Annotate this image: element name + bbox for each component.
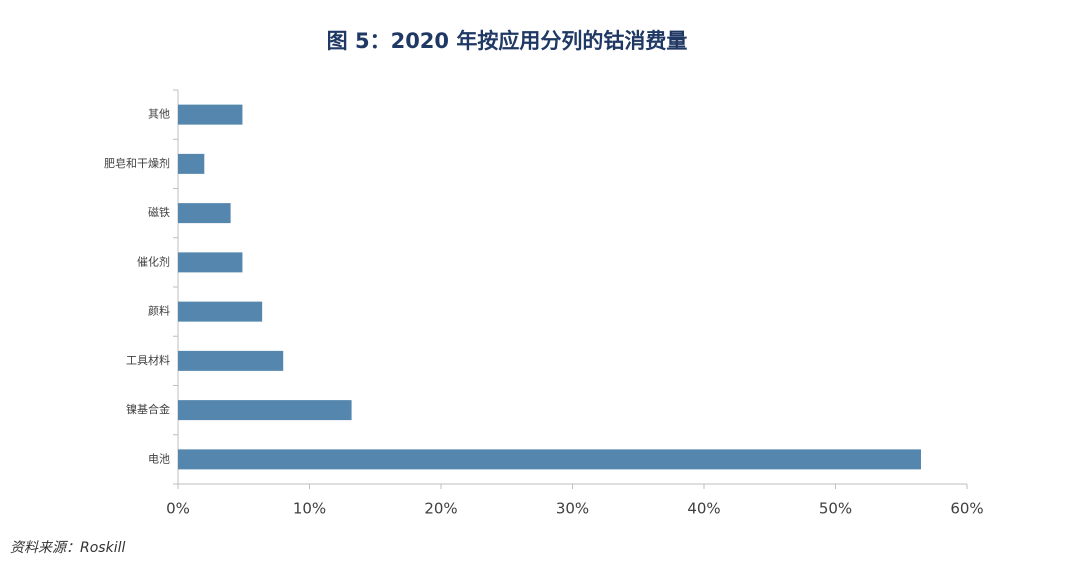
x-tick-label: 30% — [556, 500, 589, 518]
y-tick-label: 肥皂和干燥剂 — [104, 156, 170, 170]
chart-title: 图 5：2020 年按应用分列的钴消费量 — [327, 29, 688, 53]
y-tick-label: 其他 — [148, 108, 170, 121]
source-note: 资料来源：Roskill — [10, 540, 125, 556]
y-tick-label: 颜料 — [148, 304, 170, 318]
y-tick-label: 电池 — [148, 452, 170, 465]
y-tick-label: 磁铁 — [148, 206, 170, 219]
x-tick-label: 20% — [424, 500, 457, 518]
bar — [178, 252, 243, 273]
bar — [178, 400, 352, 421]
bar — [178, 153, 205, 174]
x-tick-label: 60% — [950, 500, 983, 518]
y-tick-label: 催化剂 — [137, 254, 170, 268]
x-tick-label: 50% — [819, 500, 852, 518]
y-tick-label: 工具材料 — [126, 353, 170, 367]
bar — [178, 104, 243, 125]
x-tick-label: 10% — [293, 500, 326, 518]
bar — [178, 203, 231, 224]
bar — [178, 449, 921, 470]
x-tick-label: 40% — [687, 500, 720, 518]
bar — [178, 350, 284, 371]
bar — [178, 301, 263, 322]
y-tick-label: 镍基合金 — [126, 402, 170, 416]
x-tick-label: 0% — [166, 500, 190, 518]
